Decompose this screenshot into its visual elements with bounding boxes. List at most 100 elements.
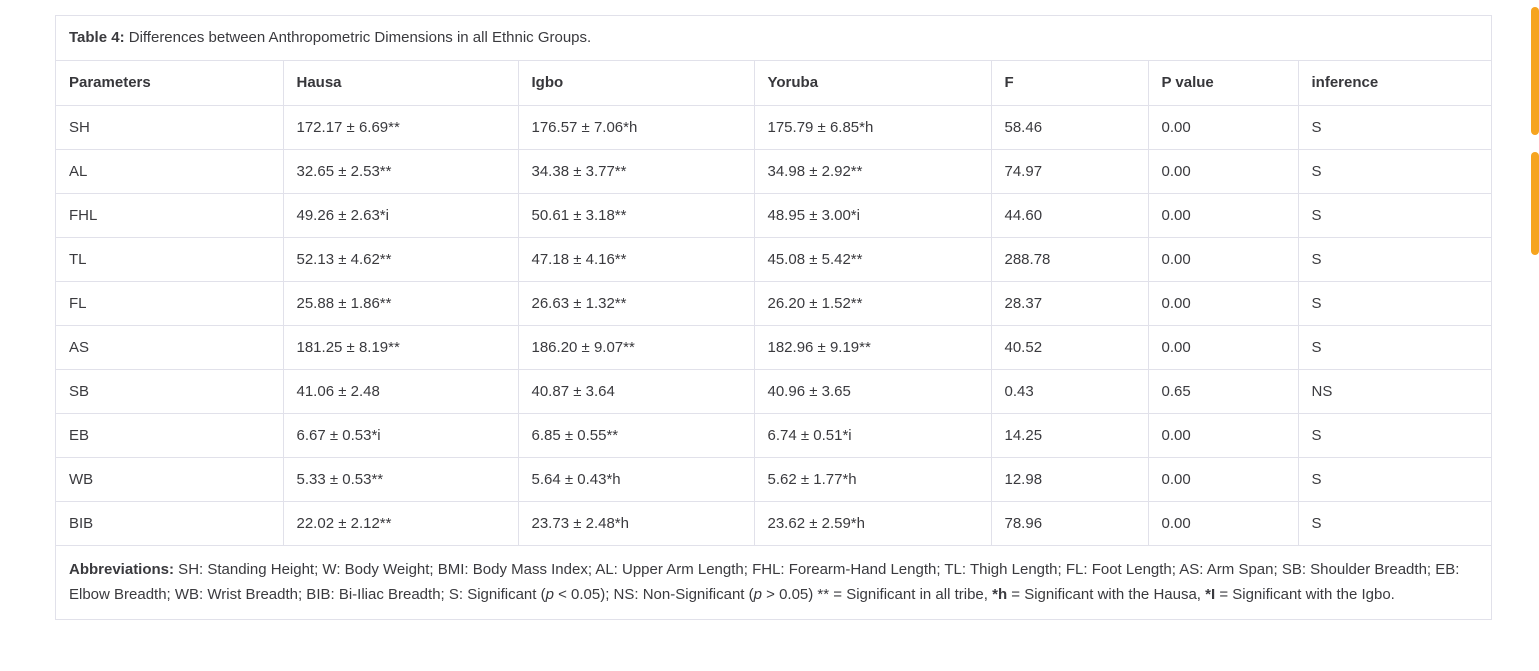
table-title: Table 4: Differences between Anthropomet… <box>56 16 1491 61</box>
data-cell: 5.33 ± 0.53** <box>282 456 519 502</box>
anthropometric-table: Parameters Hausa Igbo Yoruba F P value inferen… <box>55 60 1492 546</box>
data-cell: 0.43 <box>990 368 1149 414</box>
data-cell: 176.57 ± 7.06*h <box>517 104 755 150</box>
footnote-segment: p <box>545 586 554 603</box>
data-cell: 288.78 <box>990 236 1149 282</box>
data-cell: S <box>1297 192 1492 238</box>
data-cell: 25.88 ± 1.86** <box>282 280 519 326</box>
data-cell: S <box>1297 456 1492 502</box>
data-cell: 41.06 ± 2.48 <box>282 368 519 414</box>
data-cell: 74.97 <box>990 148 1149 194</box>
column-header-f: F <box>990 60 1149 106</box>
data-cell: S <box>1297 412 1492 458</box>
data-cell: 181.25 ± 8.19** <box>282 324 519 370</box>
data-cell: 49.26 ± 2.63*i <box>282 192 519 238</box>
data-cell: 48.95 ± 3.00*i <box>753 192 992 238</box>
data-cell: 175.79 ± 6.85*h <box>753 104 992 150</box>
data-cell: 40.52 <box>990 324 1149 370</box>
data-cell: 44.60 <box>990 192 1149 238</box>
row-parameter: SH <box>55 104 284 150</box>
row-parameter: WB <box>55 456 284 502</box>
column-header-inference: inference <box>1297 60 1492 106</box>
data-cell: S <box>1297 280 1492 326</box>
column-header-yoruba: Yoruba <box>753 60 992 106</box>
data-cell: 6.67 ± 0.53*i <box>282 412 519 458</box>
data-cell: 0.00 <box>1147 236 1299 282</box>
data-cell: S <box>1297 324 1492 370</box>
data-cell: 5.64 ± 0.43*h <box>517 456 755 502</box>
data-cell: 0.00 <box>1147 412 1299 458</box>
data-cell: 50.61 ± 3.18** <box>517 192 755 238</box>
table-row: FL 25.88 ± 1.86** 26.63 ± 1.32** 26.20 ± 1.… <box>55 280 1492 326</box>
data-cell: 47.18 ± 4.16** <box>517 236 755 282</box>
data-cell: 0.00 <box>1147 456 1299 502</box>
table-row: WB 5.33 ± 0.53** 5.64 ± 0.43*h 5.62 ± 1.77*… <box>55 456 1492 502</box>
table-row: FHL 49.26 ± 2.63*i 50.61 ± 3.18** 48.95 ± 3… <box>55 192 1492 238</box>
data-cell: 14.25 <box>990 412 1149 458</box>
footnote-segment: *h <box>992 586 1008 603</box>
table4-card: Table 4: Differences between Anthropomet… <box>55 15 1492 620</box>
data-cell: 0.00 <box>1147 104 1299 150</box>
table-row: AL 32.65 ± 2.53** 34.38 ± 3.77** 34.98 ± 2.… <box>55 148 1492 194</box>
table-row: SB 41.06 ± 2.48 40.87 ± 3.64 40.96 ± 3.65 0.… <box>55 368 1492 414</box>
data-cell: 0.00 <box>1147 500 1299 546</box>
row-parameter: SB <box>55 368 284 414</box>
data-cell: 32.65 ± 2.53** <box>282 148 519 194</box>
data-cell: 26.20 ± 1.52** <box>753 280 992 326</box>
scrollbar-thumb-top[interactable] <box>1531 7 1539 135</box>
column-header-parameters: Parameters <box>55 60 284 106</box>
header-row: Parameters Hausa Igbo Yoruba F P value inferen… <box>55 60 1492 106</box>
row-parameter: EB <box>55 412 284 458</box>
footnote-segment: Abbreviations: <box>69 561 175 578</box>
column-header-igbo: Igbo <box>517 60 755 106</box>
column-header-p-value: P value <box>1147 60 1299 106</box>
table-row: SH 172.17 ± 6.69** 176.57 ± 7.06*h 175.79 ±… <box>55 104 1492 150</box>
data-cell: 0.00 <box>1147 280 1299 326</box>
table-row: BIB 22.02 ± 2.12** 23.73 ± 2.48*h 23.62 ± 2… <box>55 500 1492 546</box>
data-cell: 186.20 ± 9.07** <box>517 324 755 370</box>
table-title-text: Differences between Anthropometric Dimen… <box>124 29 592 46</box>
data-cell: S <box>1297 148 1492 194</box>
data-cell: 182.96 ± 9.19** <box>753 324 992 370</box>
footnote-segment: < 0.05); NS: Non-Significant ( <box>553 586 754 603</box>
footnote-segment: *I <box>1205 586 1216 603</box>
data-cell: 40.87 ± 3.64 <box>517 368 755 414</box>
data-cell: S <box>1297 104 1492 150</box>
data-cell: 34.38 ± 3.77** <box>517 148 755 194</box>
data-cell: 23.62 ± 2.59*h <box>753 500 992 546</box>
data-cell: S <box>1297 500 1492 546</box>
row-parameter: AS <box>55 324 284 370</box>
table-row: TL 52.13 ± 4.62** 47.18 ± 4.16** 45.08 ± 5.… <box>55 236 1492 282</box>
data-cell: 40.96 ± 3.65 <box>753 368 992 414</box>
data-cell: 6.74 ± 0.51*i <box>753 412 992 458</box>
data-cell: 28.37 <box>990 280 1149 326</box>
data-cell: 0.00 <box>1147 192 1299 238</box>
footnote-segment: p <box>753 586 762 603</box>
table-title-label: Table 4: <box>69 29 125 46</box>
data-cell: 23.73 ± 2.48*h <box>517 500 755 546</box>
table-footnote: Abbreviations: SH: Standing Height; W: B… <box>56 545 1491 619</box>
row-parameter: FL <box>55 280 284 326</box>
data-cell: S <box>1297 236 1492 282</box>
footnote-segment: > 0.05) ** = Significant in all tribe, <box>761 586 993 603</box>
footnote-segment: = Significant with the Igbo. <box>1215 586 1395 603</box>
data-cell: 0.65 <box>1147 368 1299 414</box>
footnote-segment: = Significant with the Hausa, <box>1007 586 1206 603</box>
data-cell: 26.63 ± 1.32** <box>517 280 755 326</box>
data-cell: 5.62 ± 1.77*h <box>753 456 992 502</box>
column-header-hausa: Hausa <box>282 60 519 106</box>
table-row: AS 181.25 ± 8.19** 186.20 ± 9.07** 182.96 ±… <box>55 324 1492 370</box>
scrollbar-thumb-bottom[interactable] <box>1531 152 1539 255</box>
row-parameter: BIB <box>55 500 284 546</box>
data-cell: NS <box>1297 368 1492 414</box>
row-parameter: FHL <box>55 192 284 238</box>
data-cell: 0.00 <box>1147 324 1299 370</box>
data-cell: 45.08 ± 5.42** <box>753 236 992 282</box>
row-parameter: TL <box>55 236 284 282</box>
data-cell: 22.02 ± 2.12** <box>282 500 519 546</box>
data-cell: 34.98 ± 2.92** <box>753 148 992 194</box>
data-cell: 52.13 ± 4.62** <box>282 236 519 282</box>
data-cell: 58.46 <box>990 104 1149 150</box>
data-cell: 172.17 ± 6.69** <box>282 104 519 150</box>
